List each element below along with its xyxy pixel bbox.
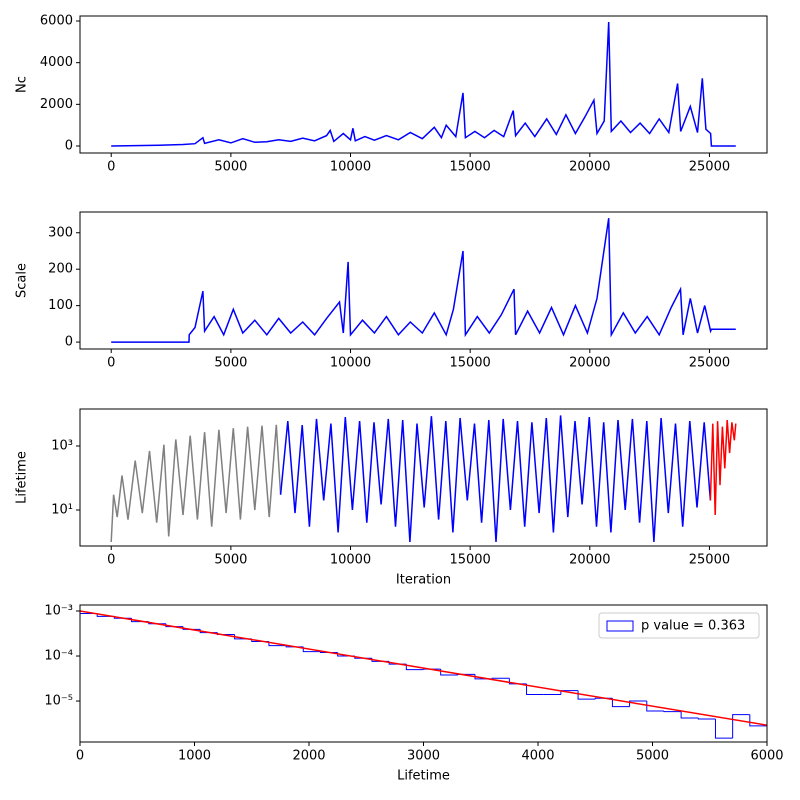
hist-step: [680, 711, 699, 719]
x-tick-label: 3000: [407, 749, 440, 764]
hist-step: [611, 698, 630, 708]
legend-swatch: [606, 620, 634, 632]
series-line: [110, 424, 282, 543]
x-tick-label: 20000: [569, 356, 610, 371]
y-tick-label: 10⁻⁴: [44, 649, 73, 664]
legend-label: p value = 0.363: [641, 619, 745, 634]
fit-line: [80, 610, 767, 726]
plot-area: [110, 415, 737, 543]
x-tick-label: 25000: [689, 160, 730, 175]
series-line: [279, 415, 712, 543]
x-tick-label: 5000: [214, 356, 247, 371]
x-tick-label: 0: [107, 553, 115, 568]
y-tick-label: 10³: [51, 438, 73, 453]
x-tick-label: 15000: [449, 356, 490, 371]
hist-step: [714, 718, 733, 739]
y-tick-label: 6000: [40, 14, 73, 29]
axes-frame: [79, 604, 768, 743]
hist-step: [732, 714, 750, 739]
plot-area: [80, 610, 767, 742]
y-tick-label: 2000: [40, 97, 73, 112]
plot-area: [111, 21, 736, 147]
hist-step: [629, 700, 647, 707]
x-tick-label: 15000: [449, 553, 490, 568]
x-tick-label: 5000: [214, 553, 247, 568]
series-line: [709, 419, 737, 516]
x-tick-label: 6000: [750, 749, 783, 764]
hist-step: [697, 717, 716, 720]
legend-box: [598, 612, 760, 639]
x-tick-label: 15000: [449, 160, 490, 175]
series-line: [111, 218, 736, 343]
hist-step: [526, 683, 544, 695]
x-tick-label: 20000: [569, 160, 610, 175]
y-tick-label: 0: [65, 139, 73, 154]
y-tick-label: 10⁻⁵: [44, 694, 73, 709]
x-axis-label: Lifetime: [397, 769, 450, 784]
x-tick-label: 10000: [330, 356, 371, 371]
y-tick-label: 10¹: [51, 502, 73, 517]
y-tick-label: 0: [65, 335, 73, 350]
hist-step: [491, 677, 510, 679]
y-tick-label: 10⁻³: [44, 604, 73, 619]
x-tick-label: 0: [107, 356, 115, 371]
x-tick-label: 25000: [689, 356, 730, 371]
axes-frame: [79, 408, 768, 547]
y-axis-label: Nc: [15, 76, 30, 93]
y-axis-label: Scale: [15, 263, 30, 298]
axes-frame: [79, 15, 768, 154]
x-tick-label: 4000: [521, 749, 554, 764]
hist-step: [646, 701, 664, 712]
x-tick-label: 5000: [214, 160, 247, 175]
hist-step: [749, 714, 767, 742]
y-tick-label: 4000: [40, 55, 73, 70]
x-tick-label: 0: [76, 749, 84, 764]
y-tick-label: 300: [48, 225, 73, 240]
x-tick-label: 5000: [636, 749, 669, 764]
series-line: [111, 21, 736, 147]
plot-area: [111, 218, 736, 343]
x-tick-label: 10000: [330, 160, 371, 175]
x-tick-label: 25000: [689, 553, 730, 568]
axes-frame: [79, 211, 768, 350]
x-axis-label: Iteration: [396, 573, 451, 588]
y-axis-label: Lifetime: [15, 451, 30, 504]
x-tick-label: 2000: [292, 749, 325, 764]
x-tick-label: 0: [107, 160, 115, 175]
hist-step: [663, 711, 682, 713]
x-tick-label: 1000: [178, 749, 211, 764]
y-tick-label: 200: [48, 262, 73, 277]
y-tick-label: 100: [48, 298, 73, 313]
x-tick-label: 10000: [330, 553, 371, 568]
x-tick-label: 20000: [569, 553, 610, 568]
hist-step: [80, 613, 98, 742]
